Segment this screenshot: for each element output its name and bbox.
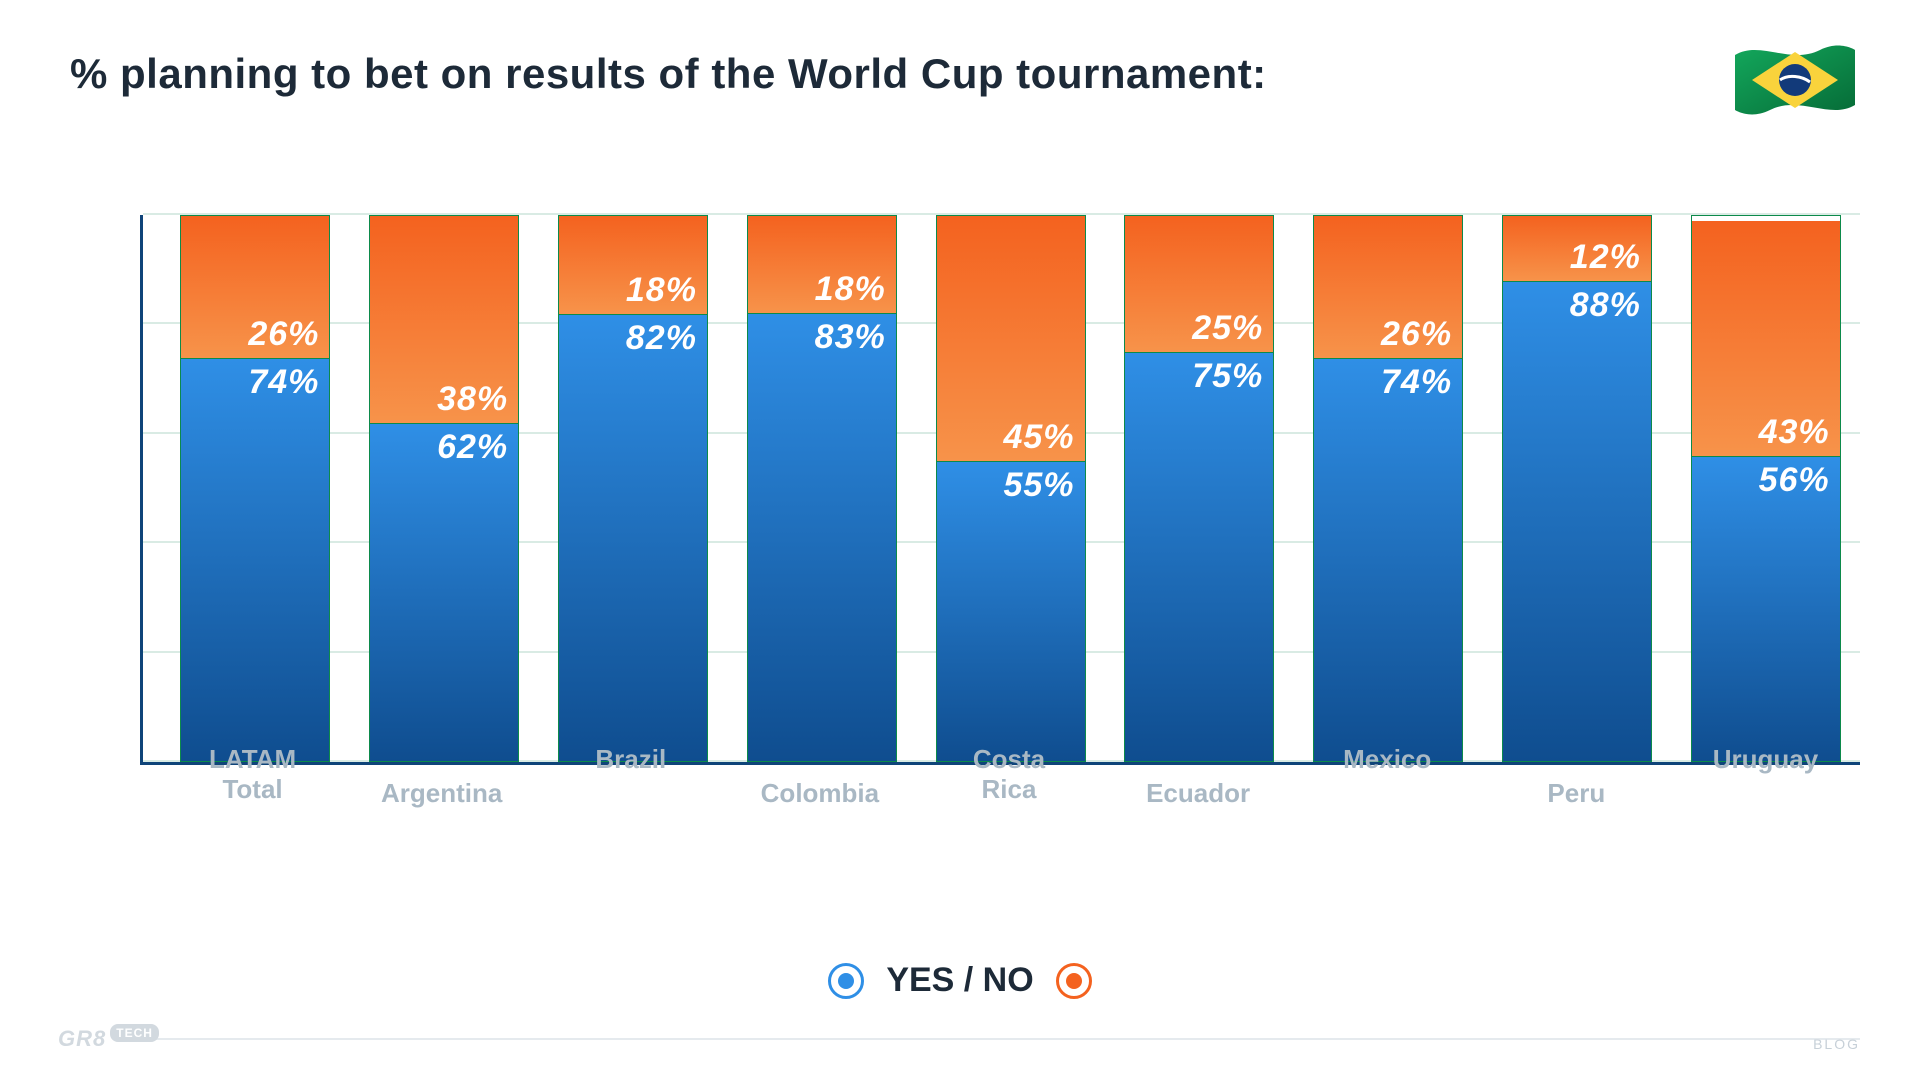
x-axis-label: Costa Rica xyxy=(914,737,1103,801)
bar-segment-no: 18% xyxy=(748,216,896,313)
bar-value-no: 12% xyxy=(1570,238,1641,277)
stacked-bar: 38%62% xyxy=(369,215,519,762)
legend: YES / NO xyxy=(0,961,1920,1000)
bar-segment-no: 38% xyxy=(370,216,518,423)
bar-value-yes: 56% xyxy=(1759,461,1830,500)
stacked-bar: 18%83% xyxy=(747,215,897,762)
x-axis-label: Peru xyxy=(1482,771,1671,835)
bar-segment-no: 18% xyxy=(559,216,707,314)
bar-segment-yes: 75% xyxy=(1125,352,1273,761)
bar-value-yes: 82% xyxy=(626,319,697,358)
x-axis-label: Colombia xyxy=(725,771,914,835)
x-axis-labels: LATAM TotalArgentinaBrazilColombiaCosta … xyxy=(158,771,1860,835)
bar-value-no: 43% xyxy=(1759,413,1830,452)
bar-value-no: 45% xyxy=(1003,418,1074,457)
bar-segment-yes: 83% xyxy=(748,313,896,761)
bar-slot: 45%55% xyxy=(916,215,1105,762)
bar-segment-yes: 56% xyxy=(1692,456,1840,761)
brand-logo: GR8 TECH xyxy=(58,1026,159,1052)
x-axis-label: Mexico xyxy=(1293,737,1482,801)
stacked-bar: 43%56% xyxy=(1691,215,1841,762)
bar-segment-yes: 82% xyxy=(559,314,707,761)
bar-slot: 26%74% xyxy=(1294,215,1483,762)
brand-badge: TECH xyxy=(110,1024,159,1042)
bar-value-yes: 74% xyxy=(248,363,319,402)
bar-value-yes: 62% xyxy=(437,428,508,467)
stacked-bar: 25%75% xyxy=(1124,215,1274,762)
x-axis-label: LATAM Total xyxy=(158,737,347,801)
bar-segment-no: 12% xyxy=(1503,216,1651,281)
bar-segment-no: 43% xyxy=(1692,221,1840,455)
bar-slot: 43%56% xyxy=(1671,215,1860,762)
bar-segment-no: 25% xyxy=(1125,216,1273,352)
bar-segment-yes: 62% xyxy=(370,423,518,761)
bar-slot: 25%75% xyxy=(1105,215,1294,762)
bar-segment-yes: 55% xyxy=(937,461,1085,761)
bar-value-yes: 55% xyxy=(1003,466,1074,505)
footer-divider xyxy=(140,1038,1860,1040)
stacked-bar: 18%82% xyxy=(558,215,708,762)
bar-slot: 26%74% xyxy=(161,215,350,762)
bar-segment-no: 26% xyxy=(181,216,329,358)
bar-segment-no: 26% xyxy=(1314,216,1462,358)
bar-value-no: 26% xyxy=(248,315,319,354)
bar-value-no: 18% xyxy=(626,271,697,310)
bar-segment-no: 45% xyxy=(937,216,1085,461)
legend-no-icon xyxy=(1056,963,1092,999)
bar-slot: 18%82% xyxy=(539,215,728,762)
bar-value-yes: 83% xyxy=(815,318,886,357)
chart-area: 26%74%38%62%18%82%18%83%45%55%25%75%26%7… xyxy=(140,215,1860,835)
brand-text: GR8 xyxy=(58,1026,106,1052)
x-axis-label: Ecuador xyxy=(1104,771,1293,835)
bar-segment-yes: 88% xyxy=(1503,281,1651,761)
bar-slot: 18%83% xyxy=(727,215,916,762)
bar-value-yes: 74% xyxy=(1381,363,1452,402)
bar-slot: 12%88% xyxy=(1482,215,1671,762)
bar-value-no: 26% xyxy=(1381,315,1452,354)
x-axis-label: Argentina xyxy=(347,771,536,835)
footer-blog-label: BLOG xyxy=(1813,1036,1860,1052)
stacked-bar: 12%88% xyxy=(1502,215,1652,762)
bars-container: 26%74%38%62%18%82%18%83%45%55%25%75%26%7… xyxy=(161,215,1860,762)
stacked-bar: 45%55% xyxy=(936,215,1086,762)
bar-segment-yes: 74% xyxy=(1314,358,1462,761)
chart-title: % planning to bet on results of the Worl… xyxy=(70,50,1267,98)
chart-canvas: % planning to bet on results of the Worl… xyxy=(0,0,1920,1080)
brazil-flag-icon xyxy=(1730,30,1860,130)
legend-text: YES / NO xyxy=(886,961,1033,1000)
stacked-bar: 26%74% xyxy=(180,215,330,762)
bar-value-no: 38% xyxy=(437,380,508,419)
bar-value-yes: 75% xyxy=(1192,357,1263,396)
plot-area: 26%74%38%62%18%82%18%83%45%55%25%75%26%7… xyxy=(140,215,1860,765)
bar-value-no: 18% xyxy=(815,270,886,309)
stacked-bar: 26%74% xyxy=(1313,215,1463,762)
bar-segment-yes: 74% xyxy=(181,358,329,761)
bar-value-no: 25% xyxy=(1192,309,1263,348)
legend-yes-icon xyxy=(828,963,864,999)
bar-value-yes: 88% xyxy=(1570,286,1641,325)
x-axis-label: Uruguay xyxy=(1671,737,1860,801)
bar-slot: 38%62% xyxy=(350,215,539,762)
x-axis-label: Brazil xyxy=(536,737,725,801)
